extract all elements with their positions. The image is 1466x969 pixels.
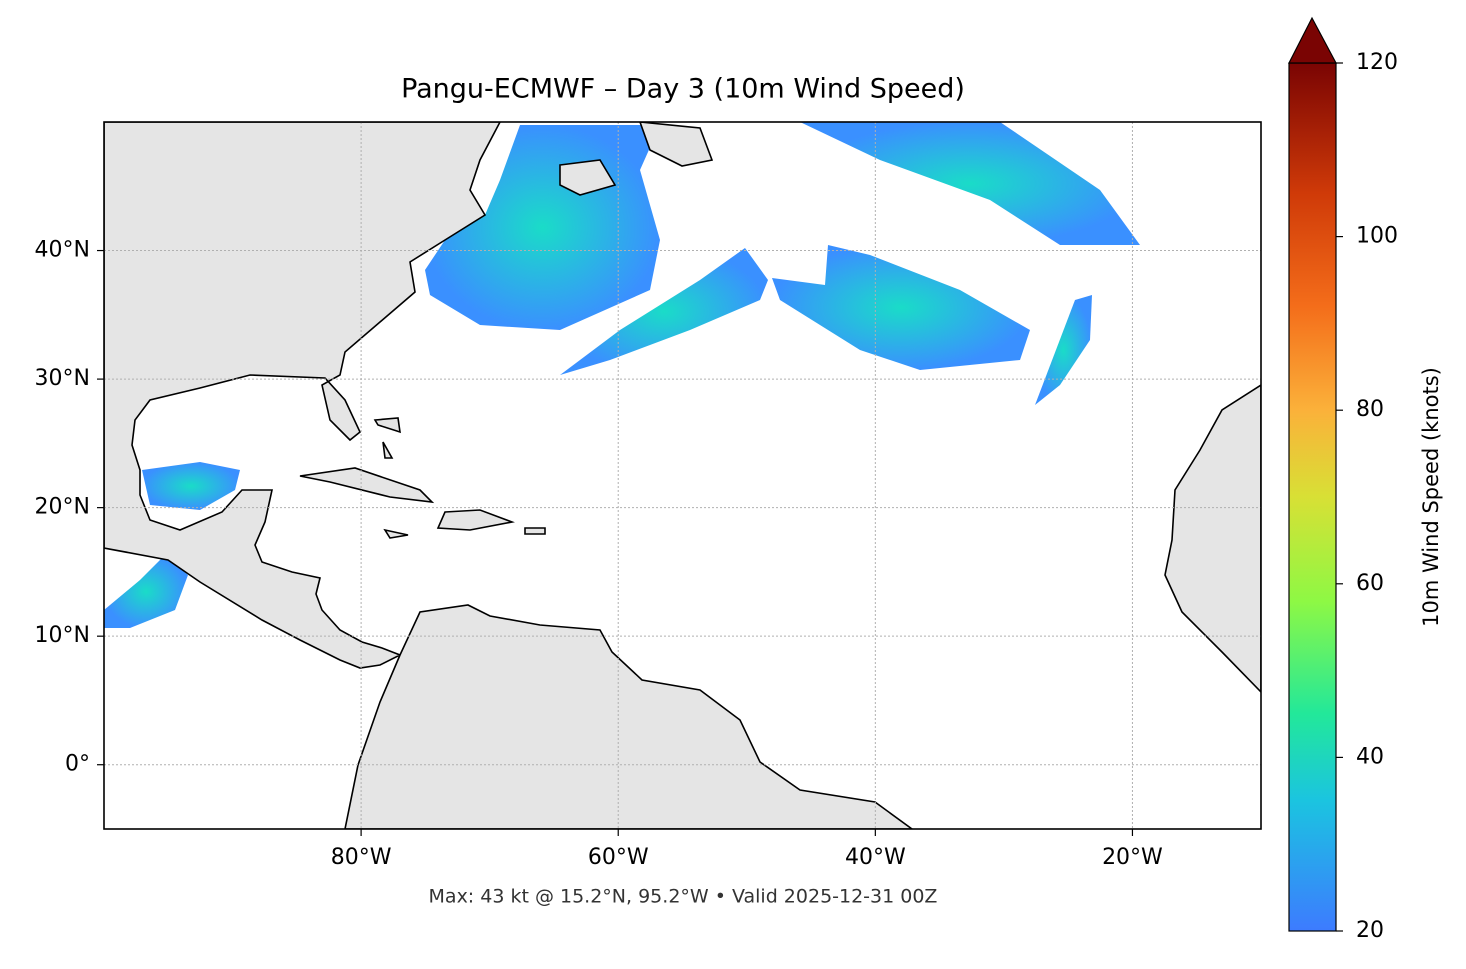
colorbar-label: 10m Wind Speed (knots) xyxy=(1419,367,1443,627)
x-tick-label: 80°W xyxy=(331,845,392,870)
colorbar-tick-label: 40 xyxy=(1356,744,1384,769)
footer: Max: 43 kt @ 15.2°N, 95.2°W • Valid 2025… xyxy=(429,886,938,908)
y-tick-label: 20°N xyxy=(35,495,90,520)
chart-title: Pangu-ECMWF – Day 3 (10m Wind Speed) xyxy=(401,74,965,105)
africa xyxy=(1164,384,1261,694)
x-tick-label: 60°W xyxy=(588,845,649,870)
map-frame xyxy=(103,121,1262,830)
wind-area xyxy=(1035,295,1092,405)
y-tick-label: 0° xyxy=(65,752,90,777)
colorbar-extend xyxy=(1288,16,1337,64)
colorbar-tick-label: 20 xyxy=(1356,918,1384,943)
north-america xyxy=(104,122,501,669)
wind-area xyxy=(800,122,1140,245)
colorbar-tick-label: 120 xyxy=(1356,50,1398,75)
colorbar-tick-label: 60 xyxy=(1356,571,1384,596)
wind-area xyxy=(142,462,240,510)
wind-field xyxy=(104,122,1140,628)
colorbar-tick-label: 100 xyxy=(1356,224,1398,249)
south-america xyxy=(344,604,914,829)
land xyxy=(104,122,1261,829)
y-tick-label: 10°N xyxy=(35,623,90,648)
x-tick-label: 40°W xyxy=(845,845,906,870)
colorbar-tick-label: 80 xyxy=(1356,397,1384,422)
canada-east xyxy=(559,122,714,196)
colorbar xyxy=(1288,62,1337,932)
y-tick-label: 40°N xyxy=(35,238,90,263)
y-tick-label: 30°N xyxy=(35,366,90,391)
caribbean-islands xyxy=(299,417,546,539)
wind-area xyxy=(772,245,1030,370)
wind-area xyxy=(104,555,188,628)
wind-area xyxy=(560,248,768,375)
x-tick-label: 20°W xyxy=(1102,845,1163,870)
map xyxy=(104,122,1261,829)
